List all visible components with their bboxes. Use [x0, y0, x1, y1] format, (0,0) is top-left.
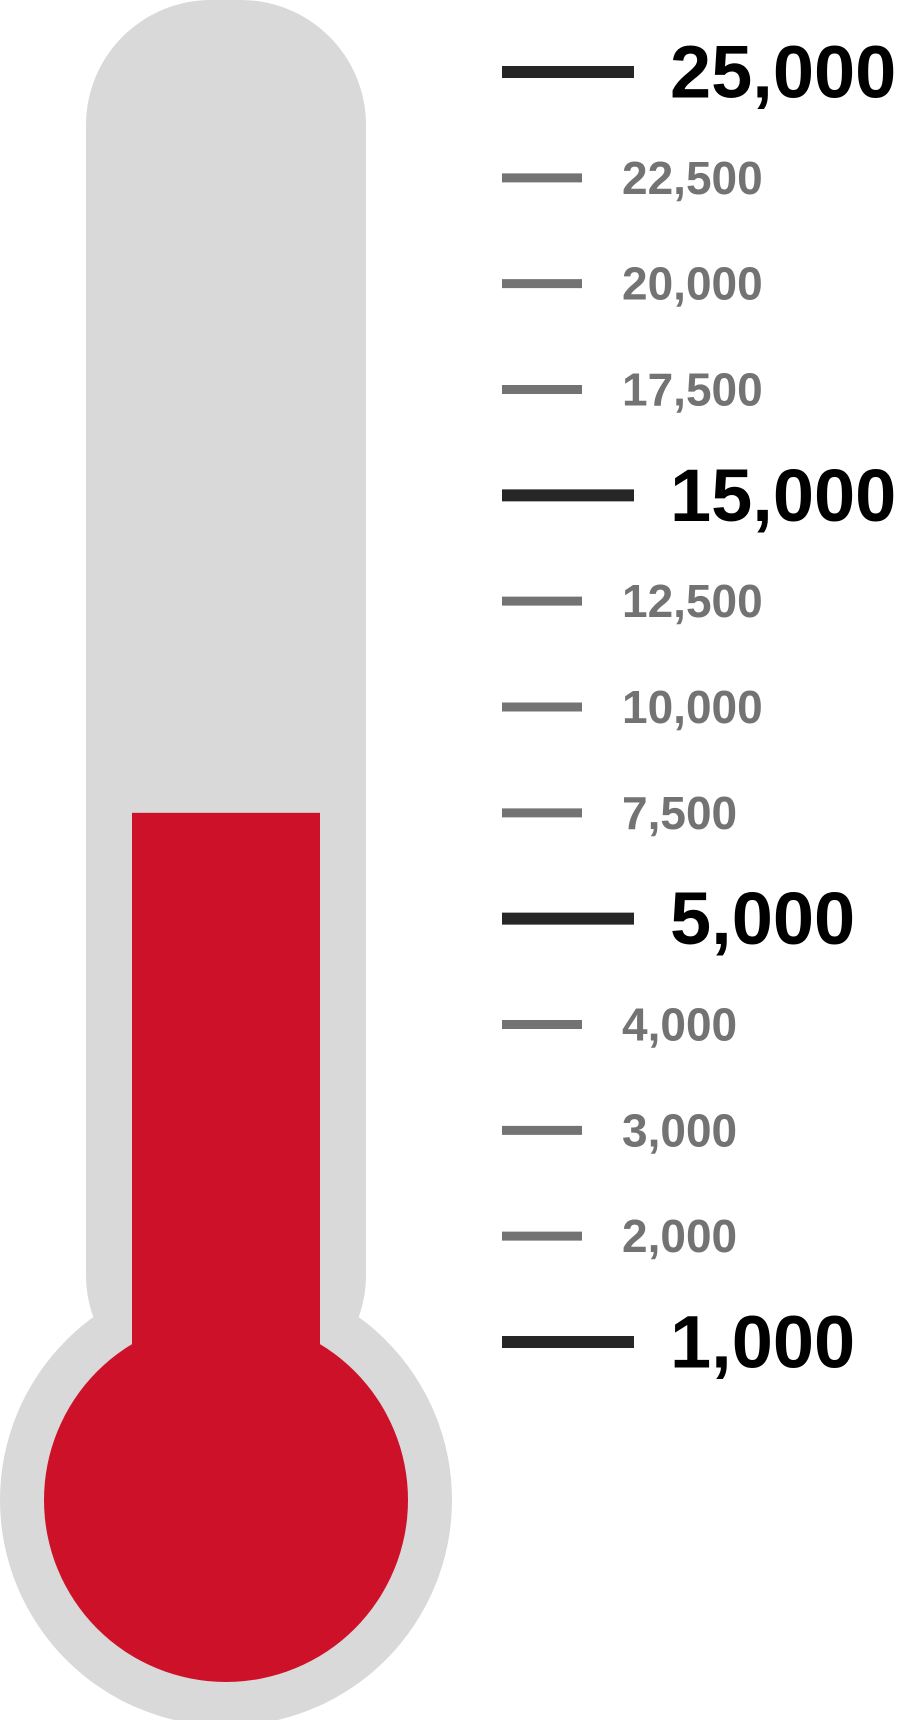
- minor-tick-label: 22,500: [622, 152, 763, 204]
- major-tick-label: 1,000: [670, 1301, 855, 1384]
- scale-ticks: 25,000 22,500 20,000 17,500 15,000 12,500 10,0…: [502, 31, 896, 1384]
- minor-tick-label: 10,000: [622, 681, 763, 733]
- fill-bulb: [44, 1318, 408, 1682]
- minor-tick-label: 4,000: [622, 999, 737, 1051]
- minor-tick-label: 20,000: [622, 258, 763, 310]
- minor-tick-label: 7,500: [622, 787, 737, 839]
- major-tick-label: 15,000: [670, 454, 896, 537]
- major-tick-label: 5,000: [670, 877, 855, 960]
- thermometer-fill: [44, 812, 408, 1682]
- minor-tick-label: 2,000: [622, 1210, 737, 1262]
- minor-tick-label: 17,500: [622, 364, 763, 416]
- minor-tick-label: 3,000: [622, 1104, 737, 1156]
- major-tick-label: 25,000: [670, 31, 896, 114]
- minor-tick-label: 12,500: [622, 575, 763, 627]
